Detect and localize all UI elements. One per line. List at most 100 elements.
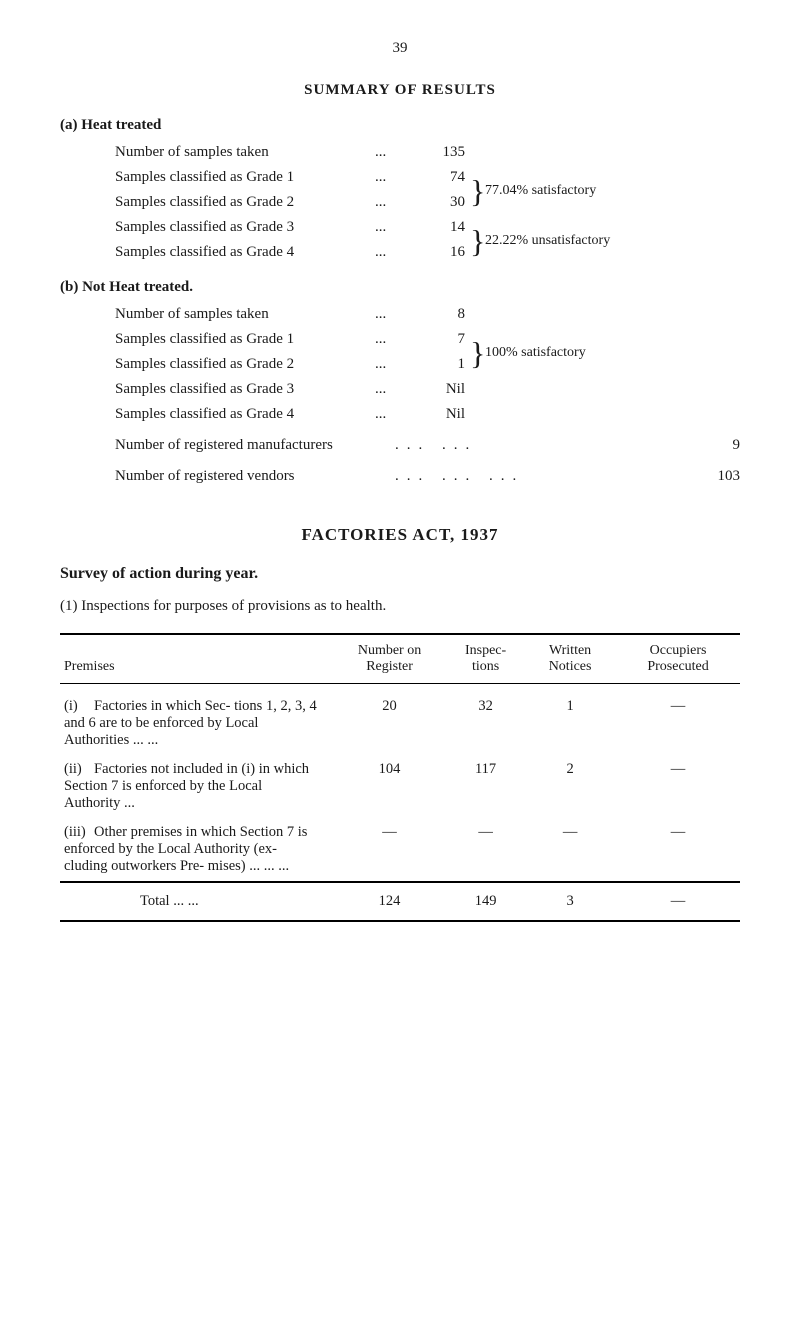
entry-value: 14 (410, 219, 465, 236)
brace-icon: } (470, 337, 485, 369)
cell-insp: 32 (447, 684, 524, 756)
reg-value: 103 (680, 468, 740, 485)
total-not: 3 (524, 882, 616, 921)
entry-row: Samples classified as Grade 1 ... 74 (115, 169, 740, 186)
entry-label: Number of samples taken (115, 144, 375, 161)
reg-label: Number of registered manufacturers (115, 437, 395, 454)
col-inspections: Inspec- tions (447, 634, 524, 684)
satisfactory-note-b: 100% satisfactory (485, 345, 586, 361)
cell-num: 20 (332, 684, 447, 756)
entry-label: Samples classified as Grade 2 (115, 356, 375, 373)
entry-value: 16 (410, 244, 465, 261)
row-index: (iii) (64, 824, 94, 841)
bracket-group-1: } 77.04% satisfactory Samples classified… (60, 169, 740, 211)
provision-line: (1) Inspections for purposes of provisio… (60, 598, 740, 615)
entry-label: Samples classified as Grade 3 (115, 219, 375, 236)
table-header-row: Premises Number on Register Inspec- tion… (60, 634, 740, 684)
reg-value: 9 (680, 437, 740, 454)
entry-row: Number of samples taken ... 8 (115, 306, 740, 323)
survey-title: Survey of action during year. (60, 565, 740, 583)
brace-icon: } (470, 225, 485, 257)
entry-row: Samples classified as Grade 2 ... 30 (115, 194, 740, 211)
entry-row: Samples classified as Grade 1 ... 7 (115, 331, 740, 348)
page-number: 39 (60, 40, 740, 57)
entry-row: Samples classified as Grade 3 ... 14 (115, 219, 740, 236)
unsatisfactory-note: 22.22% unsatisfactory (485, 233, 610, 249)
premises-cell: (ii)Factories not included in (i) in whi… (60, 755, 332, 818)
entry-label: Samples classified as Grade 1 (115, 331, 375, 348)
entry-label: Samples classified as Grade 1 (115, 169, 375, 186)
entry-row: Samples classified as Grade 4 ... Nil (115, 406, 740, 423)
entry-value: 74 (410, 169, 465, 186)
reg-row: Number of registered manufacturers ... .… (115, 437, 740, 454)
dots: ... (375, 244, 410, 261)
dots: ... (375, 406, 410, 423)
entry-value: 7 (410, 331, 465, 348)
cell-insp: — (447, 818, 524, 882)
total-label: Total ... ... (60, 882, 332, 921)
table-total-row: Total ... ... 124 149 3 — (60, 882, 740, 921)
cell-pros: — (616, 684, 740, 756)
dots: ... ... ... (395, 468, 680, 485)
row-index: (ii) (64, 761, 94, 778)
dots: ... (375, 194, 410, 211)
col-premises: Premises (60, 634, 332, 684)
total-insp: 149 (447, 882, 524, 921)
bracket-group-2: } 22.22% unsatisfactory Samples classifi… (60, 219, 740, 261)
cell-num: 104 (332, 755, 447, 818)
section-b-heading: (b) Not Heat treated. (60, 279, 740, 296)
premises-cell: (iii)Other premises in which Section 7 i… (60, 818, 332, 882)
entry-label: Samples classified as Grade 2 (115, 194, 375, 211)
premises-cell: (i)Factories in which Sec- tions 1, 2, 3… (60, 684, 332, 756)
dots: ... (375, 169, 410, 186)
entry-label: Samples classified as Grade 3 (115, 381, 375, 398)
entry-value: 8 (410, 306, 465, 323)
entry-row: Samples classified as Grade 4 ... 16 (115, 244, 740, 261)
cell-insp: 117 (447, 755, 524, 818)
section-a-heading: (a) Heat treated (60, 117, 740, 134)
entry-row: Samples classified as Grade 2 ... 1 (115, 356, 740, 373)
table-row: (iii)Other premises in which Section 7 i… (60, 818, 740, 882)
factories-act-title: FACTORIES ACT, 1937 (60, 525, 740, 545)
entry-label: Samples classified as Grade 4 (115, 244, 375, 261)
entry-label: Samples classified as Grade 4 (115, 406, 375, 423)
cell-not: 2 (524, 755, 616, 818)
col-occupiers-prosecuted: Occupiers Prosecuted (616, 634, 740, 684)
dots: ... (375, 306, 410, 323)
cell-pros: — (616, 818, 740, 882)
dots: ... (375, 219, 410, 236)
reg-label: Number of registered vendors (115, 468, 395, 485)
dots: ... (375, 331, 410, 348)
table-row: (ii)Factories not included in (i) in whi… (60, 755, 740, 818)
entry-label: Number of samples taken (115, 306, 375, 323)
entry-value: Nil (410, 381, 465, 398)
dots: ... ... (395, 437, 680, 454)
cell-not: 1 (524, 684, 616, 756)
entry-value: Nil (410, 406, 465, 423)
dots: ... (375, 144, 410, 161)
inspections-table: Premises Number on Register Inspec- tion… (60, 633, 740, 922)
entry-value: 30 (410, 194, 465, 211)
row-text: Other premises in which Section 7 is enf… (64, 824, 307, 874)
row-text: Factories in which Sec- tions 1, 2, 3, 4… (64, 698, 317, 748)
entry-value: 135 (410, 144, 465, 161)
row-text: Factories not included in (i) in which S… (64, 761, 309, 811)
entry-row: Samples classified as Grade 3 ... Nil (115, 381, 740, 398)
reg-row: Number of registered vendors ... ... ...… (115, 468, 740, 485)
satisfactory-note: 77.04% satisfactory (485, 183, 596, 199)
row-index: (i) (64, 698, 94, 715)
total-num: 124 (332, 882, 447, 921)
bracket-group-3: } 100% satisfactory Samples classified a… (60, 331, 740, 373)
col-number-register: Number on Register (332, 634, 447, 684)
total-pros: — (616, 882, 740, 921)
entry-value: 1 (410, 356, 465, 373)
col-written-notices: Written Notices (524, 634, 616, 684)
brace-icon: } (470, 175, 485, 207)
summary-title: SUMMARY OF RESULTS (60, 82, 740, 99)
table-row: (i)Factories in which Sec- tions 1, 2, 3… (60, 684, 740, 756)
cell-num: — (332, 818, 447, 882)
entry-row: Number of samples taken ... 135 (115, 144, 740, 161)
dots: ... (375, 356, 410, 373)
cell-not: — (524, 818, 616, 882)
cell-pros: — (616, 755, 740, 818)
